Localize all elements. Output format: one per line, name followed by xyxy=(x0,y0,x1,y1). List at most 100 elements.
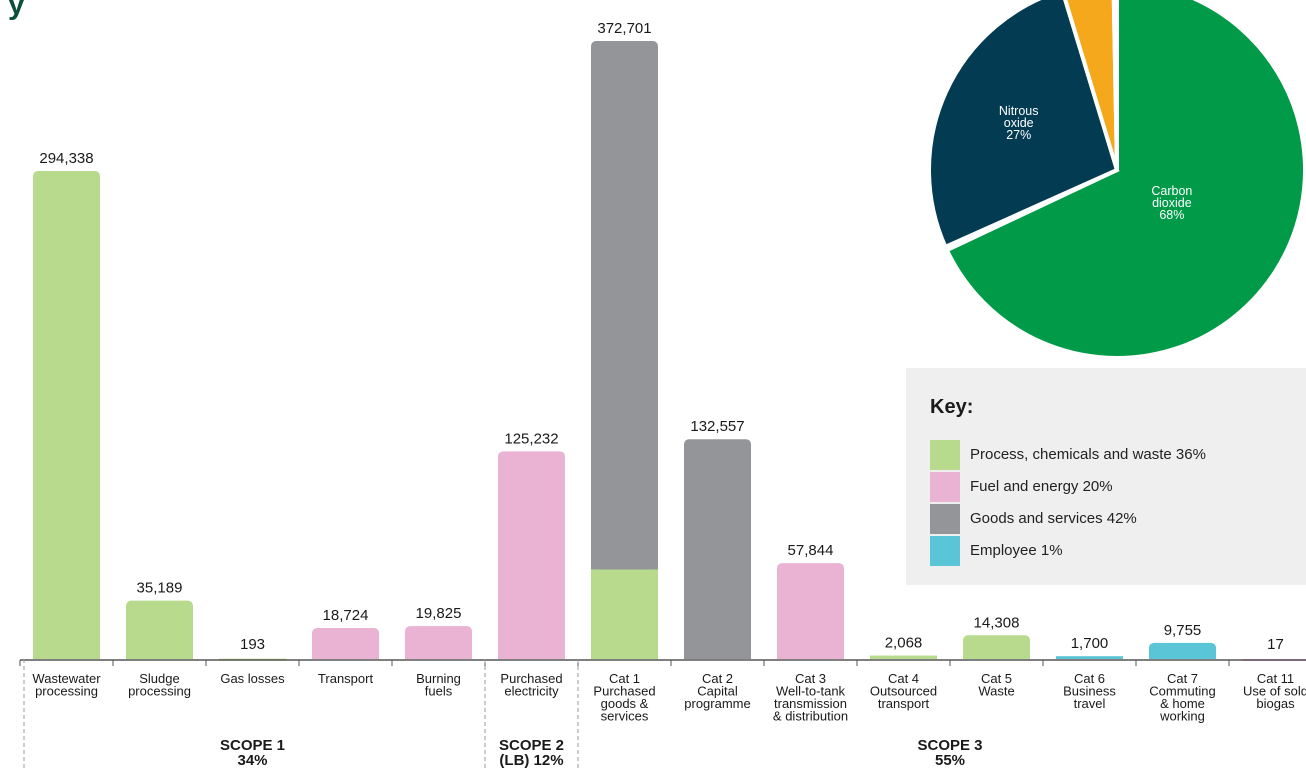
category-label: Well-to-tank xyxy=(776,684,846,699)
category-label: fuels xyxy=(425,684,453,699)
bar-segment-base xyxy=(591,564,658,570)
legend-label: Process, chemicals and waste 36% xyxy=(970,446,1206,463)
bar-value-label: 57,844 xyxy=(788,542,834,559)
bar-segment-process xyxy=(963,635,1030,659)
bar-value-label: 35,189 xyxy=(137,580,183,597)
scope-label: 34% xyxy=(237,752,267,769)
category-label: Commuting xyxy=(1149,684,1215,699)
bar-segment-base xyxy=(684,654,751,659)
category-label: Purchased xyxy=(500,671,562,686)
category-label: services xyxy=(601,709,649,724)
legend-swatch-process xyxy=(930,440,960,470)
bar-segment-process xyxy=(870,655,937,659)
category-label: Cat 2 xyxy=(702,671,733,686)
scope-label: SCOPE 3 xyxy=(917,737,982,754)
bar-segment-fuel xyxy=(405,626,472,659)
category-label: & distribution xyxy=(773,709,848,724)
category-label: travel xyxy=(1074,696,1106,711)
pie-slice-label: 68% xyxy=(1159,208,1184,222)
legend-swatch-fuel xyxy=(930,472,960,502)
category-label: transport xyxy=(878,696,930,711)
bar-segment-fuel xyxy=(777,563,844,659)
pie-slice-other xyxy=(1111,0,1119,171)
bar-series: 294,338Wastewaterprocessing35,189Sludgep… xyxy=(19,20,1306,769)
category-label: Burning xyxy=(416,671,461,686)
bar-value-label: 125,232 xyxy=(504,430,558,447)
bar-value-label: 17 xyxy=(1267,636,1284,653)
category-label: electricity xyxy=(504,684,559,699)
category-label: Purchased xyxy=(593,684,655,699)
category-label: Cat 6 xyxy=(1074,671,1105,686)
bar-segment-fuel xyxy=(498,451,565,659)
scope-label: (LB) 12% xyxy=(499,752,563,769)
bar-value-label: 132,557 xyxy=(690,418,744,435)
category-label: & home xyxy=(1160,696,1205,711)
bar-segment-base xyxy=(1149,654,1216,659)
category-label: Transport xyxy=(318,671,374,686)
pie-slice-label: Nitrous xyxy=(999,104,1039,118)
legend-panel: Key: Process, chemicals and waste 36% Fu… xyxy=(906,368,1306,585)
category-label: Outsourced xyxy=(870,684,937,699)
bar-value-label: 9,755 xyxy=(1164,622,1202,639)
bar-segment-base xyxy=(498,654,565,659)
bar-segment-base xyxy=(405,654,472,659)
category-label: Cat 3 xyxy=(795,671,826,686)
bar-segment-process xyxy=(126,600,193,659)
pie-slice-co2 xyxy=(944,0,1306,360)
category-label: Sludge xyxy=(139,671,179,686)
bar-value-label: 18,724 xyxy=(323,607,369,624)
legend-label: Fuel and energy 20% xyxy=(970,478,1113,495)
bar-segment-base xyxy=(963,654,1030,659)
legend-title: Key: xyxy=(930,396,974,418)
bar-segment-employee xyxy=(1056,656,1123,659)
legend-label: Employee 1% xyxy=(970,542,1063,559)
category-label: Cat 1 xyxy=(609,671,640,686)
category-label: processing xyxy=(35,684,98,699)
category-label: Business xyxy=(1063,684,1116,699)
bar-value-label: 372,701 xyxy=(597,20,651,37)
category-label: Cat 7 xyxy=(1167,671,1198,686)
bar-segment-goods xyxy=(591,41,658,570)
pie-slice-label: oxide xyxy=(1004,116,1034,130)
bar-segment-base xyxy=(312,654,379,659)
category-label: transmission xyxy=(774,696,847,711)
title-fragment: y xyxy=(8,0,25,21)
bar-value-label: 1,700 xyxy=(1071,635,1109,652)
bar-value-label: 294,338 xyxy=(39,150,93,167)
pie-slice-n2o xyxy=(927,0,1120,250)
category-label: Gas losses xyxy=(220,671,285,686)
category-label: Cat 5 xyxy=(981,671,1012,686)
bar-value-label: 14,308 xyxy=(974,614,1020,631)
legend-label: Goods and services 42% xyxy=(970,510,1137,527)
category-label: Waste xyxy=(978,684,1014,699)
bar-segment-fuel xyxy=(312,627,379,659)
scope-label: 55% xyxy=(935,752,965,769)
category-label: goods & xyxy=(601,696,649,711)
category-label: Capital xyxy=(697,684,738,699)
legend-swatch-employee xyxy=(930,536,960,566)
category-label: biogas xyxy=(1256,696,1295,711)
bar-segment-goods xyxy=(684,439,751,659)
bar-value-label: 193 xyxy=(240,636,265,653)
category-label: programme xyxy=(684,696,750,711)
bar-value-label: 2,068 xyxy=(885,635,923,652)
category-label: working xyxy=(1159,709,1205,724)
bar-segment-base xyxy=(777,654,844,659)
bar-segment-base xyxy=(33,654,100,659)
category-label: Use of sold xyxy=(1243,684,1306,699)
bar-value-label: 19,825 xyxy=(416,605,462,622)
category-label: processing xyxy=(128,684,191,699)
category-label: Cat 4 xyxy=(888,671,919,686)
pie-slice-label: Carbon xyxy=(1151,184,1192,198)
bar-segment-base xyxy=(126,654,193,659)
legend-swatch-goods xyxy=(930,504,960,534)
scope-label: SCOPE 2 xyxy=(499,737,564,754)
bar-segment-process xyxy=(33,170,100,659)
scope-label: SCOPE 1 xyxy=(220,737,285,754)
pie-slice-label: dioxide xyxy=(1152,196,1192,210)
pie-slice-methane xyxy=(1063,0,1119,171)
category-label: Cat 11 xyxy=(1257,671,1294,686)
category-label: Wastewater xyxy=(32,671,101,686)
